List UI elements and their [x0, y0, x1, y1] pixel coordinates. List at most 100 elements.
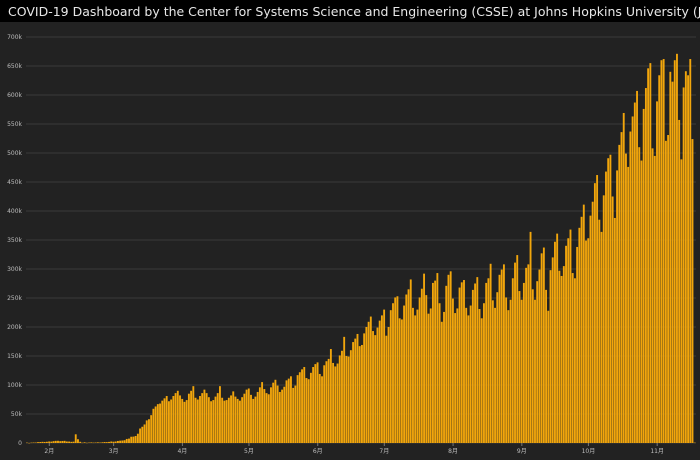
bar[interactable] — [55, 441, 57, 443]
bar[interactable] — [90, 442, 92, 443]
bar[interactable] — [689, 59, 691, 443]
bar[interactable] — [445, 286, 447, 443]
bar[interactable] — [401, 319, 403, 443]
bar[interactable] — [383, 310, 385, 443]
bar[interactable] — [217, 393, 219, 443]
bar[interactable] — [370, 317, 372, 443]
bar[interactable] — [492, 300, 494, 443]
bar[interactable] — [59, 441, 61, 443]
bar[interactable] — [583, 205, 585, 443]
bar[interactable] — [483, 303, 485, 443]
bar[interactable] — [601, 232, 603, 443]
bar[interactable] — [274, 380, 276, 443]
bar[interactable] — [241, 397, 243, 443]
bar[interactable] — [299, 372, 301, 443]
bar[interactable] — [490, 264, 492, 443]
bar[interactable] — [374, 335, 376, 443]
bar[interactable] — [212, 400, 214, 443]
bar[interactable] — [197, 400, 199, 444]
bar[interactable] — [159, 404, 161, 443]
bar[interactable] — [279, 392, 281, 443]
bar[interactable] — [605, 172, 607, 443]
bar[interactable] — [629, 132, 631, 443]
bar[interactable] — [68, 442, 70, 443]
bar[interactable] — [239, 401, 241, 443]
bar[interactable] — [235, 397, 237, 443]
bar[interactable] — [603, 195, 605, 443]
bar[interactable] — [53, 441, 55, 443]
bar[interactable] — [461, 282, 463, 443]
bar[interactable] — [186, 400, 188, 443]
bar[interactable] — [574, 278, 576, 443]
bar[interactable] — [654, 156, 656, 443]
bar[interactable] — [663, 59, 665, 443]
bar[interactable] — [538, 270, 540, 443]
bar[interactable] — [581, 217, 583, 443]
bar[interactable] — [472, 290, 474, 443]
bar[interactable] — [97, 442, 99, 443]
bar[interactable] — [166, 396, 168, 443]
bar[interactable] — [44, 442, 46, 443]
bar[interactable] — [416, 310, 418, 443]
bar[interactable] — [126, 439, 128, 443]
bar[interactable] — [494, 308, 496, 443]
bar[interactable] — [259, 387, 261, 443]
bar[interactable] — [190, 391, 192, 443]
bar[interactable] — [609, 155, 611, 443]
bar[interactable] — [441, 322, 443, 443]
bar[interactable] — [132, 437, 134, 443]
bar[interactable] — [432, 283, 434, 443]
bar[interactable] — [479, 309, 481, 443]
bar[interactable] — [570, 230, 572, 443]
bar[interactable] — [379, 321, 381, 443]
bar[interactable] — [667, 135, 669, 443]
bar[interactable] — [647, 68, 649, 443]
bar[interactable] — [144, 424, 146, 443]
bar[interactable] — [288, 379, 290, 443]
bar[interactable] — [312, 367, 314, 443]
bar[interactable] — [290, 376, 292, 443]
bar[interactable] — [363, 333, 365, 443]
bar[interactable] — [419, 297, 421, 443]
bar[interactable] — [552, 257, 554, 443]
bar[interactable] — [230, 395, 232, 443]
bar[interactable] — [161, 401, 163, 443]
bar[interactable] — [317, 362, 319, 443]
bar[interactable] — [115, 441, 117, 443]
bar[interactable] — [587, 238, 589, 443]
bar[interactable] — [612, 197, 614, 444]
bar[interactable] — [467, 315, 469, 443]
bar[interactable] — [252, 399, 254, 443]
bar[interactable] — [454, 313, 456, 443]
bar[interactable] — [326, 361, 328, 443]
bar[interactable] — [37, 442, 39, 443]
bar[interactable] — [572, 273, 574, 443]
bar[interactable] — [101, 442, 103, 443]
bar[interactable] — [545, 290, 547, 443]
bar[interactable] — [177, 391, 179, 443]
bar[interactable] — [388, 327, 390, 443]
bar[interactable] — [470, 306, 472, 443]
bar[interactable] — [84, 442, 86, 443]
bar[interactable] — [623, 113, 625, 443]
bar[interactable] — [527, 264, 529, 443]
bar[interactable] — [266, 393, 268, 443]
bar[interactable] — [215, 397, 217, 443]
bar[interactable] — [337, 364, 339, 443]
bar[interactable] — [487, 278, 489, 443]
bar[interactable] — [485, 283, 487, 443]
bar[interactable] — [394, 297, 396, 443]
bar[interactable] — [117, 441, 119, 443]
bar[interactable] — [534, 300, 536, 443]
bar[interactable] — [645, 88, 647, 443]
bar[interactable] — [365, 327, 367, 443]
bar[interactable] — [392, 303, 394, 443]
bar[interactable] — [170, 400, 172, 444]
bar[interactable] — [692, 139, 694, 443]
bar[interactable] — [585, 241, 587, 443]
bar[interactable] — [175, 393, 177, 443]
bar[interactable] — [423, 274, 425, 443]
bar[interactable] — [390, 310, 392, 443]
bar[interactable] — [359, 346, 361, 443]
bar[interactable] — [661, 60, 663, 443]
